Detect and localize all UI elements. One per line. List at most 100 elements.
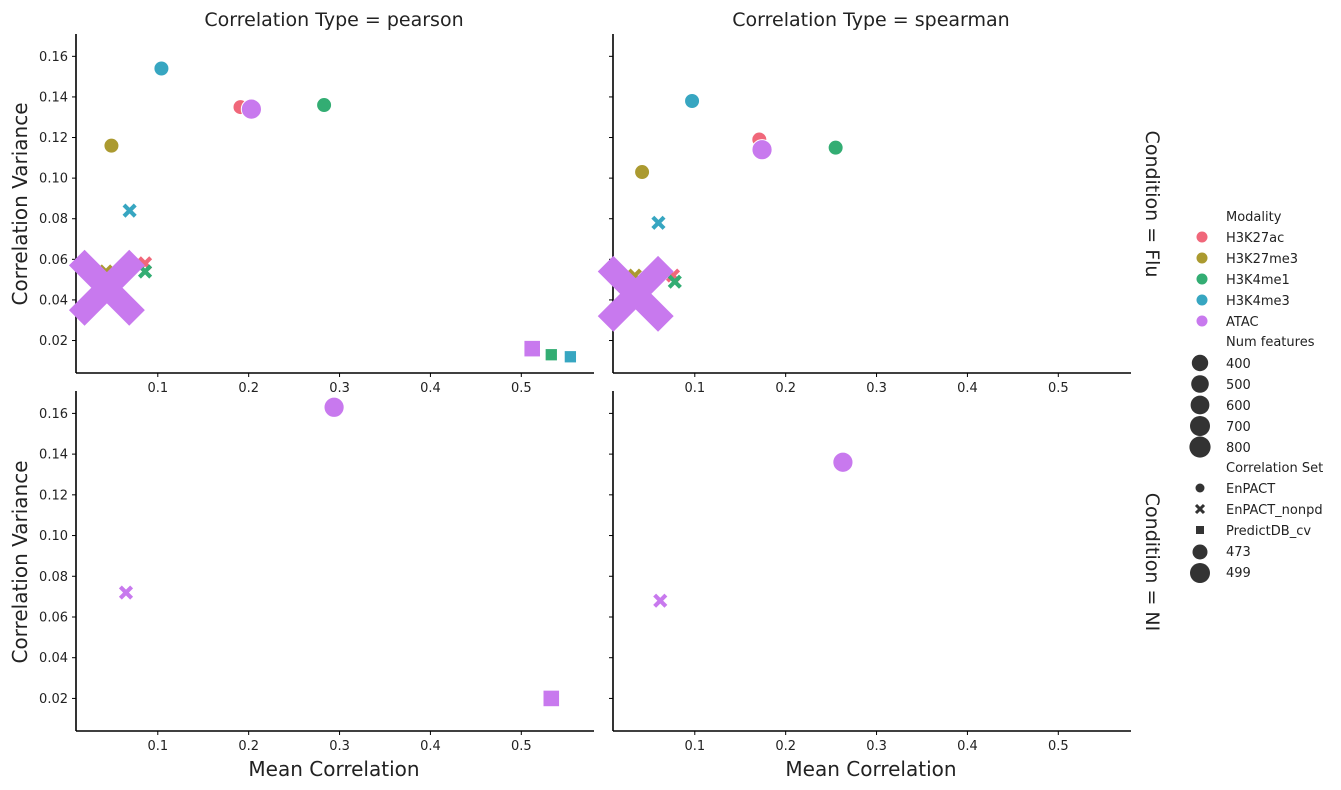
y-tick-label: 0.06 <box>39 610 68 625</box>
x-tick-label: 0.4 <box>420 381 441 396</box>
point-h3k4me3-enpact <box>684 92 701 109</box>
y-tick-label: 0.08 <box>39 570 68 585</box>
x-tick-label: 0.4 <box>957 739 978 754</box>
legend-size-499 <box>1190 563 1210 583</box>
legend: Modality H3K27ac H3K27me3 H3K4me1 H3K4me… <box>1189 210 1323 583</box>
x-tick-label: 0.4 <box>420 739 441 754</box>
x-tick-label: 0.5 <box>1048 381 1069 396</box>
x-tick-label: 0.2 <box>775 381 796 396</box>
x-tick-label: 0.1 <box>147 739 168 754</box>
x-axis-label-left: Mean Correlation <box>248 757 419 781</box>
point-atac-enpact-nonpd <box>118 585 134 600</box>
x-tick-label: 0.1 <box>684 739 705 754</box>
point-h3k4me1-predictdb-cv <box>544 348 558 362</box>
panel-flu-spearman: 0.1 0.2 0.3 0.4 0.5 <box>597 34 1131 396</box>
point-atac-predictdb-cv <box>523 339 541 358</box>
legend-shape-predictdb-cv <box>1196 526 1204 534</box>
y-tick-label: 0.04 <box>39 651 68 666</box>
legend-label-size-600: 600 <box>1226 399 1251 414</box>
panels-layer: 0.1 0.2 0.3 0.4 0.5 0.02 0.04 0.06 0.08 0.10 0.12 0… <box>39 34 1131 754</box>
legend-size-400 <box>1191 354 1209 372</box>
y-tick-label: 0.02 <box>39 334 68 349</box>
legend-title-num-features: Num features <box>1226 335 1315 350</box>
legend-label-enpact: EnPACT <box>1226 482 1275 497</box>
legend-size-800 <box>1189 436 1211 458</box>
row-title-ni: Condition = NI <box>1141 493 1163 631</box>
point-atac-enpact <box>751 139 773 161</box>
x-tick-label: 0.1 <box>147 381 168 396</box>
point-h3k4me1-enpact-nonpd <box>667 274 682 289</box>
row-title-flu: Condition = Flu <box>1141 131 1163 278</box>
point-atac-predictdb-cv <box>542 689 561 708</box>
point-h3k27me3-enpact <box>103 137 120 154</box>
x-tick-label: 0.1 <box>684 381 705 396</box>
y-tick-label: 0.10 <box>39 529 68 544</box>
legend-label-enpact-nonpd: EnPACT_nonpd <box>1226 503 1323 518</box>
legend-label-size-700: 700 <box>1226 420 1251 435</box>
point-h3k4me1-enpact <box>316 97 333 114</box>
y-tick-label: 0.02 <box>39 692 68 707</box>
point-h3k4me3-enpact <box>153 60 170 77</box>
point-atac-enpact-nonpd <box>68 249 145 326</box>
point-atac-enpact <box>240 98 262 120</box>
point-h3k27me3-enpact <box>634 164 651 181</box>
legend-shape-enpact-nonpd <box>1194 503 1206 515</box>
y-tick-label: 0.10 <box>39 172 68 187</box>
point-atac-enpact <box>323 396 345 418</box>
point-h3k4me3-enpact-nonpd <box>651 215 666 230</box>
y-tick-label: 0.14 <box>39 448 68 463</box>
legend-marker-h3k4me3 <box>1196 294 1208 306</box>
x-tick-label: 0.3 <box>329 381 350 396</box>
legend-marker-h3k27ac <box>1196 231 1208 243</box>
y-tick-label: 0.16 <box>39 407 68 422</box>
legend-label-size-400: 400 <box>1226 357 1251 372</box>
legend-size-600 <box>1190 395 1210 415</box>
legend-label-predictdb-cv: PredictDB_cv <box>1226 524 1311 539</box>
legend-label-size-473: 473 <box>1226 545 1251 560</box>
legend-label-h3k27ac: H3K27ac <box>1226 231 1284 246</box>
panel-ni-spearman: 0.1 0.2 0.3 0.4 0.5 <box>609 391 1131 754</box>
legend-title-modality: Modality <box>1226 210 1282 225</box>
point-h3k4me1-enpact <box>827 139 844 156</box>
legend-size-473 <box>1192 544 1208 560</box>
panel-title-spearman: Correlation Type = spearman <box>732 9 1009 31</box>
x-tick-label: 0.3 <box>329 739 350 754</box>
y-axis-label-top: Correlation Variance <box>8 102 32 305</box>
point-atac-enpact <box>832 451 854 473</box>
panel-title-pearson: Correlation Type = pearson <box>204 9 463 31</box>
legend-size-700 <box>1190 416 1210 436</box>
x-tick-label: 0.4 <box>957 381 978 396</box>
legend-label-h3k4me3: H3K4me3 <box>1226 294 1290 309</box>
x-tick-label: 0.5 <box>1048 739 1069 754</box>
legend-marker-atac <box>1196 315 1208 327</box>
legend-shape-enpact <box>1195 483 1205 493</box>
x-tick-label: 0.2 <box>238 739 259 754</box>
y-tick-label: 0.14 <box>39 90 68 105</box>
x-tick-label: 0.2 <box>238 381 259 396</box>
y-tick-label: 0.16 <box>39 50 68 65</box>
legend-size-500 <box>1191 375 1209 393</box>
y-tick-label: 0.12 <box>39 488 68 503</box>
x-tick-label: 0.3 <box>866 739 887 754</box>
panel-flu-pearson: 0.1 0.2 0.3 0.4 0.5 0.02 0.04 0.06 0.08 0.10 0.12 0… <box>39 34 594 396</box>
legend-label-h3k4me1: H3K4me1 <box>1226 273 1290 288</box>
legend-label-size-499: 499 <box>1226 566 1251 581</box>
x-tick-label: 0.5 <box>511 739 532 754</box>
legend-label-h3k27me3: H3K27me3 <box>1226 252 1298 267</box>
panel-ni-pearson: 0.1 0.2 0.3 0.4 0.5 0.02 0.04 0.06 0.08 0.10 0.12 0… <box>39 391 594 754</box>
point-h3k4me3-predictdb-cv <box>563 350 578 364</box>
legend-marker-h3k4me1 <box>1196 273 1208 285</box>
legend-marker-h3k27me3 <box>1196 252 1208 264</box>
point-atac-enpact-nonpd <box>653 593 668 608</box>
y-tick-label: 0.08 <box>39 212 68 227</box>
y-tick-label: 0.12 <box>39 131 68 146</box>
point-h3k4me3-enpact-nonpd <box>122 203 137 218</box>
y-tick-label: 0.04 <box>39 293 68 308</box>
point-atac-enpact-nonpd <box>597 255 674 332</box>
x-axis-label-right: Mean Correlation <box>785 757 956 781</box>
x-tick-label: 0.3 <box>866 381 887 396</box>
y-tick-label: 0.06 <box>39 253 68 268</box>
legend-title-correlation-set: Correlation Set <box>1226 461 1323 476</box>
legend-label-size-800: 800 <box>1226 441 1251 456</box>
